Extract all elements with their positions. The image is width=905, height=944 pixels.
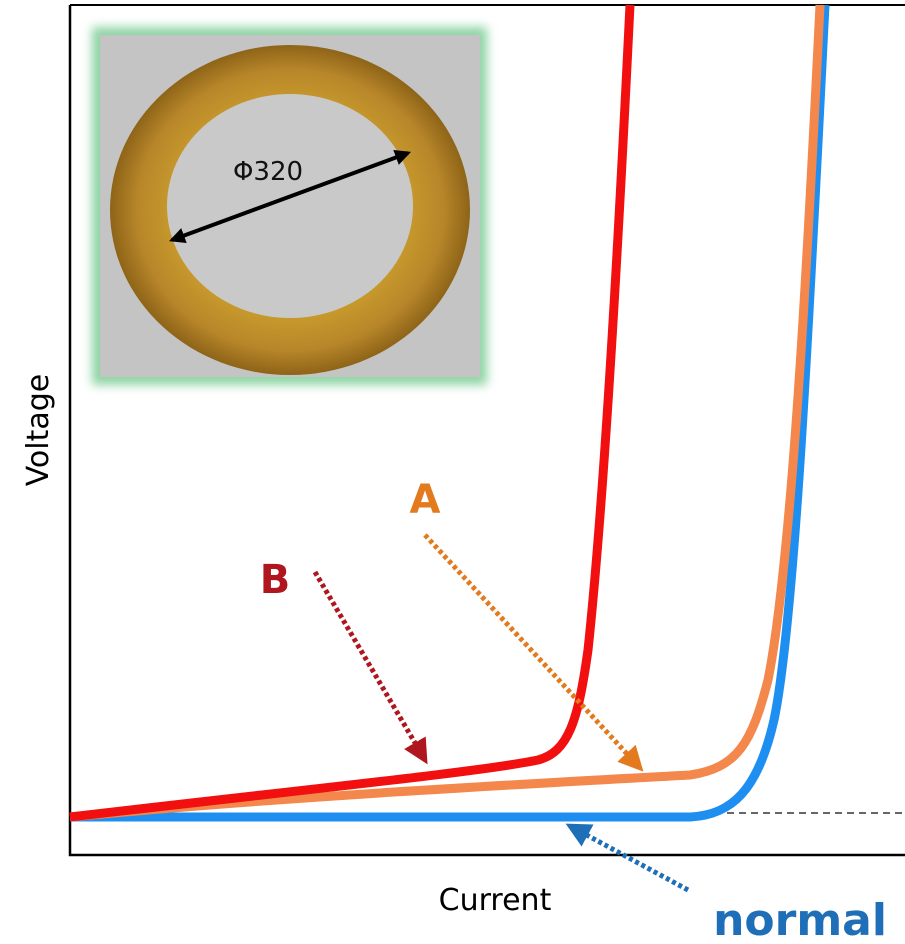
diameter-label: Φ320: [233, 157, 303, 187]
label-normal: normal: [713, 895, 887, 944]
diagram: A B normal Current Voltage Φ320: [0, 0, 905, 944]
x-axis-label: Current: [439, 883, 552, 918]
label-a: A: [410, 477, 441, 523]
label-b: B: [260, 557, 291, 603]
arrow-a: [425, 535, 640, 768]
arrow-normal: [570, 826, 688, 890]
inset-photo: Φ320: [92, 27, 487, 385]
arrow-b: [315, 572, 425, 760]
ring-inner: [167, 94, 413, 318]
y-axis-label: Voltage: [21, 374, 56, 487]
